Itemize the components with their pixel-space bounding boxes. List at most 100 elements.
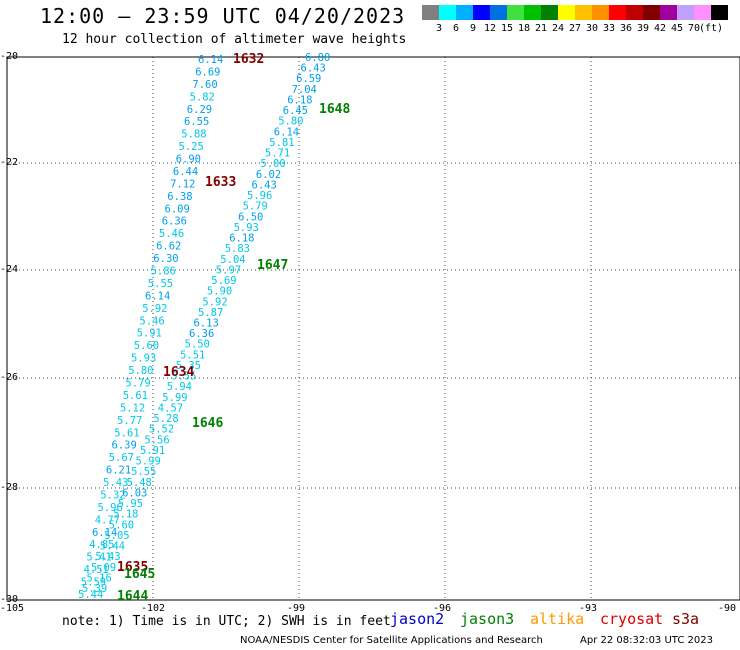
wave-height-value: 6.14 — [145, 290, 170, 302]
color-scale-label: 18 — [517, 23, 531, 34]
pass-label: 1644 — [117, 589, 148, 604]
wave-height-value: 5.43 — [95, 551, 120, 563]
wave-height-value: 6.50 — [238, 211, 263, 223]
wave-height-value: 6.39 — [112, 440, 137, 452]
pass-label: 1648 — [319, 102, 350, 117]
wave-height-value: 6.14 — [92, 527, 117, 539]
latitude-label: -24 — [0, 264, 19, 275]
wave-height-value: 5.80 — [128, 365, 153, 377]
map-frame — [6, 56, 740, 601]
wave-height-value: 7.60 — [192, 79, 217, 91]
wave-height-value: 6.14 — [198, 54, 223, 66]
wave-height-value: 5.05 — [104, 530, 129, 542]
wave-height-value: 6.90 — [176, 154, 201, 166]
wave-height-value: 5.39 — [82, 583, 107, 595]
wave-height-value: 7.04 — [292, 84, 317, 96]
color-scale-label: 15 — [500, 23, 514, 34]
wave-height-value: 5.69 — [211, 275, 236, 287]
wave-height-value: 6.18 — [229, 233, 254, 245]
generated-timestamp: Apr 22 08:32:03 UTC 2023 — [580, 635, 713, 646]
wave-height-value: 6.62 — [156, 241, 181, 253]
wave-height-value: 5.46 — [159, 228, 184, 240]
color-scale-swatch — [422, 5, 439, 20]
wave-height-value: 5.04 — [220, 254, 245, 266]
wave-height-value: 5.71 — [265, 148, 290, 160]
longitude-label: -90 — [718, 603, 737, 614]
color-scale-swatch — [592, 5, 609, 20]
wave-height-value: 5.91 — [140, 445, 165, 457]
wave-height-value: 6.21 — [106, 465, 131, 477]
color-scale-swatch — [439, 5, 456, 20]
latitude-label: -30 — [0, 594, 19, 605]
color-scale-label: 45 — [670, 23, 684, 34]
wave-height-value: 5.87 — [198, 307, 223, 319]
satellite-legend-entry: altika — [530, 610, 585, 628]
satellite-legend-entry: jason3 — [460, 610, 515, 628]
color-scale-swatch — [626, 5, 643, 20]
color-scale-label: 3 — [435, 23, 443, 34]
satellite-legend-entry: jason2 — [390, 610, 445, 628]
altimeter-tracks: 6.146.697.605.826.296.555.885.256.906.44… — [78, 52, 330, 601]
color-scale-label: 30 — [585, 23, 599, 34]
color-scale-swatch — [558, 5, 575, 20]
color-scale-swatch — [456, 5, 473, 20]
wave-height-value: 5.44 — [78, 589, 103, 601]
wave-height-value: 5.55 — [131, 466, 156, 478]
footer-note: note: 1) Time is in UTC; 2) SWH is in fe… — [62, 614, 391, 629]
color-scale-swatch — [490, 5, 507, 20]
wave-height-value: 5.61 — [114, 427, 139, 439]
wave-height-value: 5.81 — [269, 137, 294, 149]
color-scale-label: 36 — [619, 23, 633, 34]
wave-height-value: 6.36 — [162, 216, 187, 228]
wave-height-value: 6.59 — [296, 73, 321, 85]
wave-height-value: 5.96 — [247, 190, 272, 202]
wave-height-value: 7.12 — [170, 178, 195, 190]
wave-height-value: 5.50 — [185, 339, 210, 351]
color-scale-label: 12 — [483, 23, 497, 34]
wave-height-value: 5.18 — [113, 509, 138, 521]
pass-label: 1633 — [205, 175, 236, 190]
latitude-label: -22 — [0, 157, 19, 168]
wave-height-value: 5.43 — [103, 477, 128, 489]
wave-height-value: 5.82 — [190, 91, 215, 103]
wave-height-value: 6.14 — [274, 126, 299, 138]
wave-height-value: 5.88 — [181, 129, 206, 141]
wave-height-value: 5.60 — [134, 340, 159, 352]
color-scale-label: 27 — [568, 23, 582, 34]
wave-height-value: 5.48 — [127, 477, 152, 489]
wave-height-value: 5.77 — [117, 415, 142, 427]
pass-label: 1634 — [163, 365, 194, 380]
color-scale-label: (ft) — [699, 23, 724, 34]
color-scale-swatch — [677, 5, 694, 20]
color-scale-label: 39 — [636, 23, 650, 34]
color-scale-label: 33 — [602, 23, 616, 34]
wave-height-value: 5.35 — [176, 360, 201, 372]
longitude-label: -93 — [579, 603, 598, 614]
wave-height-value: 5.00 — [260, 158, 285, 170]
longitude-label: -102 — [141, 603, 166, 614]
wave-height-value: 4.57 — [158, 403, 183, 415]
color-scale-label: 21 — [534, 23, 548, 34]
wave-height-value: 5.96 — [98, 502, 123, 514]
color-scale-swatch — [575, 5, 592, 20]
color-scale-swatch — [694, 5, 711, 20]
satellite-legend-entry: cryosat — [600, 610, 664, 628]
color-scale-label: 6 — [452, 23, 460, 34]
wave-height-value: 5.93 — [234, 222, 259, 234]
wave-height-value: 5.16 — [87, 572, 112, 584]
wave-height-value: 5.83 — [225, 243, 250, 255]
wave-height-value: 5.97 — [216, 264, 241, 276]
pass-label: 1647 — [257, 258, 288, 273]
wave-height-value: 5.67 — [109, 452, 134, 464]
wave-height-value: 6.44 — [173, 166, 198, 178]
wave-height-value: 5.55 — [171, 371, 196, 383]
wave-height-value: 5.51 — [180, 349, 205, 361]
wave-height-value: 6.30 — [153, 253, 178, 265]
color-scale-swatch — [660, 5, 677, 20]
color-scale-swatch — [643, 5, 660, 20]
wave-height-value: 6.03 — [122, 487, 147, 499]
wave-height-value: 5.86 — [151, 266, 176, 278]
wave-height-value: 5.59 — [81, 577, 106, 589]
color-scale-swatch — [473, 5, 490, 20]
